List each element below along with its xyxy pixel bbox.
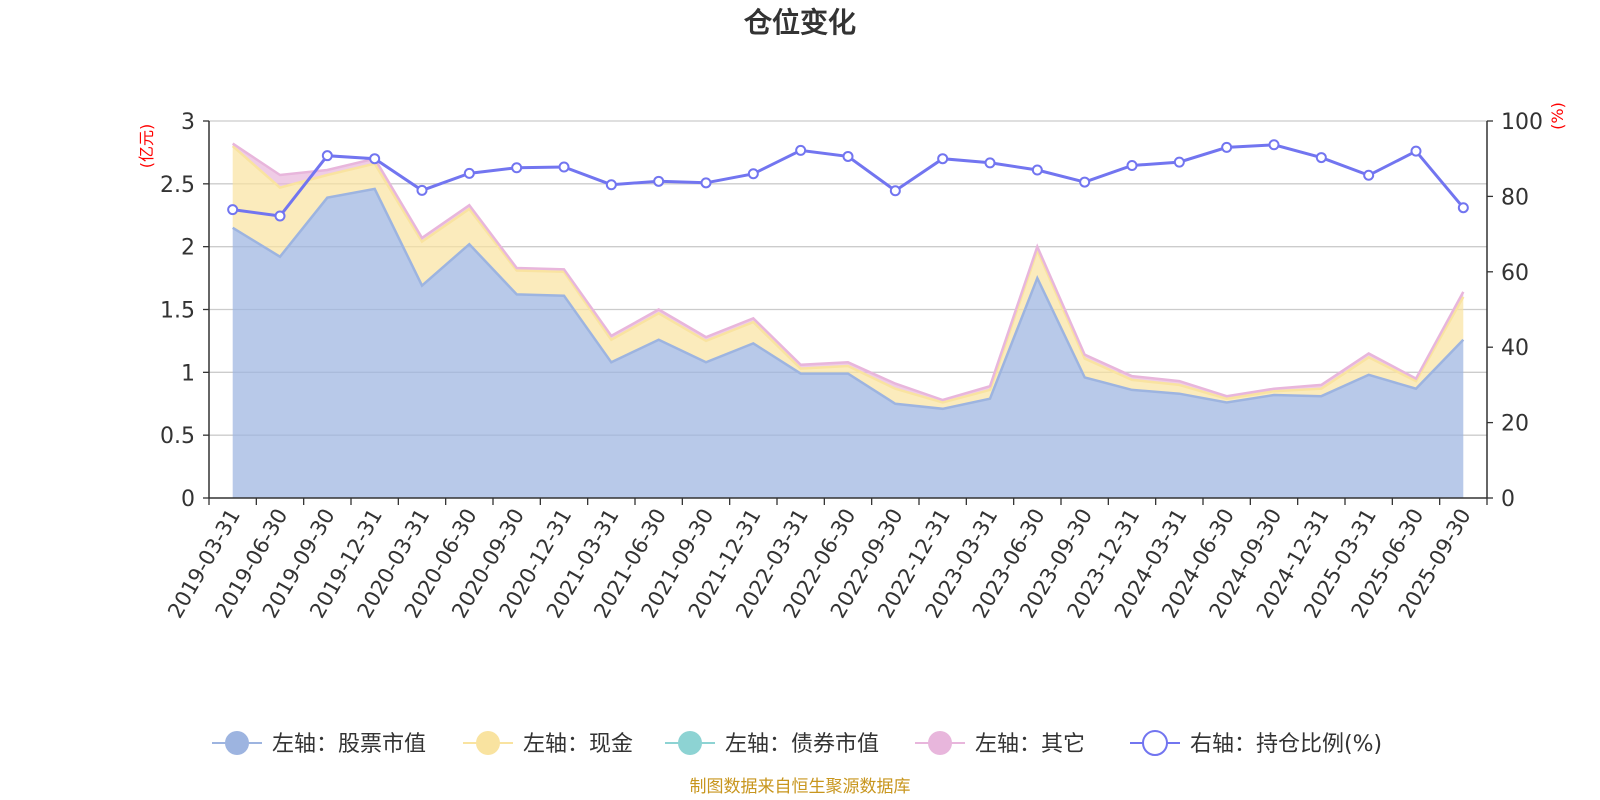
ratio-point [274, 210, 286, 222]
legend-symbol [225, 731, 249, 755]
right-axis-unit: (%) [1548, 102, 1567, 130]
ratio-point [1173, 156, 1185, 168]
ratio-point [1410, 145, 1422, 157]
ratio-point [416, 184, 428, 196]
left-tick-label: 0.5 [160, 424, 195, 449]
left-axis-unit: (亿元) [137, 124, 156, 169]
ratio-point [937, 153, 949, 165]
ratio-point [558, 161, 570, 173]
legend-label: 左轴：其它 [975, 732, 1085, 757]
ratio-point [1126, 159, 1138, 171]
line-左轴：其它 [232, 142, 1465, 402]
line-左轴：股票市值 [232, 187, 1465, 411]
ratio-point [795, 144, 807, 156]
left-axis-ticks: 0 0.5 1 1.5 2 2.5 3 [160, 110, 209, 512]
ratio-point [511, 162, 523, 174]
ratio-point [700, 177, 712, 189]
area-左轴：现金 [232, 146, 1464, 409]
chart-title: 仓位变化 [744, 6, 856, 39]
ratio-point [1363, 169, 1375, 181]
area-左轴：股票市值 [232, 188, 1464, 498]
legend-symbol [476, 731, 500, 755]
ratio-point [1268, 139, 1280, 151]
right-tick-label: 40 [1501, 336, 1529, 361]
ratio-point [369, 153, 381, 165]
legend-label: 右轴：持仓比例(%) [1190, 732, 1382, 757]
legend-symbol [1142, 730, 1168, 756]
ratio-point [984, 157, 996, 169]
ratio-point [463, 167, 475, 179]
right-tick-label: 60 [1501, 261, 1529, 286]
legend-symbol [928, 731, 952, 755]
ratio-point [321, 150, 333, 162]
ratio-point [1457, 202, 1469, 214]
ratio-point [1079, 176, 1091, 188]
ratio-point [227, 204, 239, 216]
ratio-point [1221, 141, 1233, 153]
ratio-point [889, 185, 901, 197]
data-source-note: 制图数据来自恒生聚源数据库 [690, 777, 911, 797]
line-左轴：现金 [231, 145, 1465, 404]
ratio-point [605, 179, 617, 191]
ratio-point [747, 168, 759, 180]
legend-label: 左轴：现金 [523, 732, 633, 757]
right-axis-ticks: 0 20 40 60 80 100 [1487, 110, 1543, 512]
left-tick-label: 3 [181, 110, 195, 135]
right-tick-label: 80 [1501, 185, 1529, 210]
left-tick-label: 2 [181, 236, 195, 261]
legend: 左轴：股票市值 左轴：现金 左轴：债券市值 左轴：其它 右轴：持仓比例(%) [212, 730, 1382, 757]
left-tick-label: 1.5 [160, 299, 195, 324]
right-tick-label: 0 [1501, 487, 1515, 512]
ratio-point [842, 150, 854, 162]
ratio-point [1315, 152, 1327, 164]
legend-label: 左轴：债券市值 [725, 732, 879, 757]
right-tick-label: 20 [1501, 412, 1529, 437]
ratio-point [1031, 164, 1043, 176]
legend-symbol [678, 731, 702, 755]
x-axis-ticks: 2019-03-312019-06-302019-09-302019-12-31… [163, 498, 1488, 622]
left-tick-label: 2.5 [160, 173, 195, 198]
stacked-areas [232, 143, 1464, 498]
ratio-points [227, 139, 1469, 222]
left-tick-label: 0 [181, 487, 195, 512]
legend-label: 左轴：股票市值 [272, 732, 426, 757]
left-tick-label: 1 [181, 361, 195, 386]
ratio-point [653, 175, 665, 187]
right-tick-label: 100 [1501, 110, 1543, 135]
